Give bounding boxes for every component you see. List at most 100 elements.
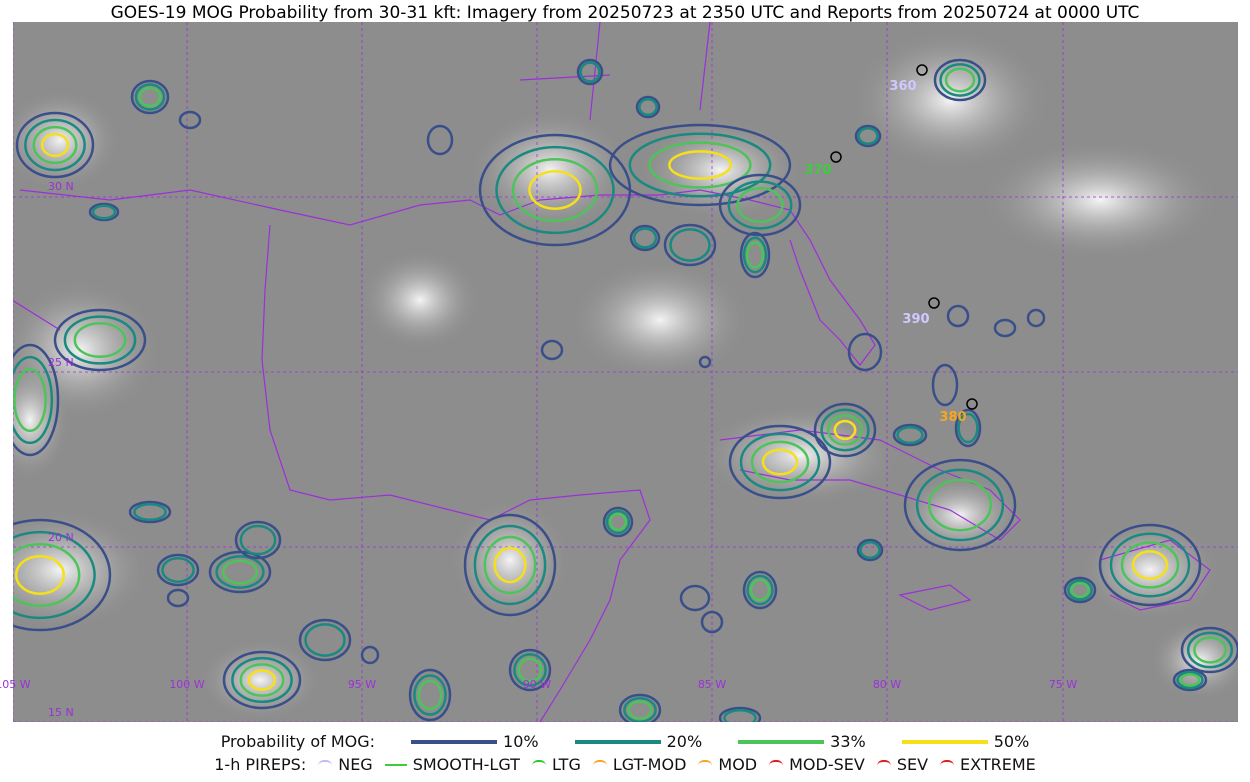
legend-item: 10% (387, 732, 539, 751)
probability-contour (933, 58, 987, 102)
legend-item: 20% (551, 732, 703, 751)
probability-contour (161, 557, 195, 583)
probability-contour (761, 448, 799, 476)
probability-contour (413, 674, 447, 716)
pirep-flight-level: 380 (939, 410, 966, 425)
probability-contour (417, 679, 443, 711)
pirep-marker (928, 297, 940, 309)
legend-title: 1-h PIREPS: (214, 755, 307, 774)
latitude-label: 25 N (48, 356, 74, 369)
probability-contour (859, 540, 881, 560)
legend-label: SMOOTH-LGT (412, 755, 520, 774)
probability-contour (13, 343, 60, 457)
cloud (570, 260, 750, 380)
legend-label: 20% (666, 732, 703, 751)
probability-contour (1098, 523, 1202, 607)
probability-contour (813, 402, 877, 458)
probability-contour (915, 468, 1005, 542)
longitude-label: 100 W (169, 678, 204, 691)
probability-contour (133, 502, 167, 522)
cloud (450, 500, 570, 620)
probability-contour (1070, 582, 1090, 598)
probability-contour (746, 574, 774, 606)
probability-contour (513, 653, 547, 687)
probability-contour (1120, 541, 1180, 589)
graticule (13, 22, 1238, 722)
map-labels: 30 N 25 N 20 N 15 N 105 W 100 W 95 W 90 W 85 W 80… (0, 180, 1077, 719)
probability-contour (1176, 670, 1204, 690)
cloud (900, 475, 1020, 555)
longitude-label: 80 W (873, 678, 901, 691)
legend-label: 33% (830, 732, 866, 751)
probability-contour (723, 708, 757, 722)
longitude-label: 85 W (698, 678, 726, 691)
probability-contour (903, 458, 1017, 552)
probability-contour (304, 623, 346, 657)
probability-contour (833, 419, 857, 441)
probability-contour (24, 118, 86, 172)
legend-item: MOD (698, 755, 757, 774)
probability-contour (15, 111, 95, 179)
longitude-label: 75 W (1049, 678, 1077, 691)
probability-contour (239, 663, 285, 697)
longitude-label: 105 W (0, 678, 31, 691)
probability-contour (13, 518, 112, 632)
legend-swatch (318, 759, 333, 770)
legend-item: NEG (318, 755, 373, 774)
probability-contour (718, 706, 762, 722)
legend-swatch (531, 759, 546, 770)
probability-contour (13, 530, 96, 620)
probability-contour (820, 408, 870, 452)
probability-contour (32, 125, 78, 165)
probability-contour (13, 355, 54, 445)
legend-swatch (574, 739, 661, 744)
probability-contour (426, 124, 454, 156)
probability-contour (632, 227, 658, 249)
longitude-label: 90 W (523, 678, 551, 691)
probability-contour (736, 186, 784, 224)
probability-contour (138, 86, 162, 108)
legend-item: SMOOTH-LGT (384, 755, 520, 774)
probability-contour (408, 668, 452, 722)
pirep-flight-level: 390 (902, 312, 929, 327)
probability-contour (896, 425, 924, 445)
probability-contour (247, 669, 277, 691)
probability-contour (635, 95, 661, 119)
legend-item: MOD-SEV (769, 755, 865, 774)
probability-contour (463, 513, 557, 617)
probability-contour (63, 315, 137, 365)
probability-contour (239, 524, 277, 556)
probability-contour (1026, 308, 1046, 328)
probability-contour (13, 542, 81, 608)
legend-item: LTG (531, 755, 581, 774)
probability-legend: Probability of MOG: 10% 20% 33% 50% (0, 732, 1250, 751)
probability-contour (495, 145, 615, 235)
probability-contour (727, 180, 793, 230)
probability-contour (579, 61, 601, 83)
cloud (850, 30, 1050, 170)
probability-contour (73, 321, 127, 359)
probability-contour (221, 559, 259, 585)
probability-contour (728, 424, 832, 500)
legend-item: SEV (876, 755, 929, 774)
probability-contour (627, 700, 653, 720)
pirep-marker (830, 151, 842, 163)
probability-contour (993, 318, 1017, 338)
probability-contour (742, 236, 768, 274)
probability-contour (1179, 673, 1201, 687)
probability-contour (826, 414, 864, 446)
legend-label: SEV (896, 755, 929, 774)
cloud (1150, 620, 1238, 700)
legend-label: LGT-MOD (612, 755, 687, 774)
probability-contour (847, 332, 883, 372)
latitude-label: 20 N (48, 531, 74, 544)
probability-contour (628, 132, 772, 198)
probability-contour (528, 170, 582, 210)
map-title: GOES-19 MOG Probability from 30-31 kft: … (110, 3, 1140, 23)
probability-contour (14, 555, 66, 595)
probability-contour (298, 618, 352, 662)
probability-contour (700, 610, 724, 634)
probability-contour (668, 150, 732, 180)
cloud (980, 140, 1220, 260)
probability-contour (742, 570, 778, 610)
